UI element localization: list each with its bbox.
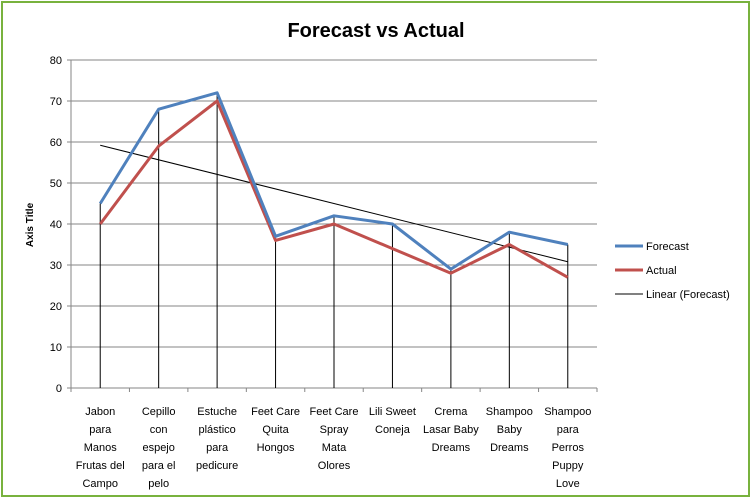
x-category-label: Frutas del xyxy=(76,460,125,472)
x-category-label: Love xyxy=(556,478,580,490)
chart-canvas: Forecast vs Actual Axis Title 0 10 20 30 40 5… xyxy=(25,20,730,490)
x-category-label: Lili Sweet xyxy=(369,406,416,418)
x-category-label: Shampoo xyxy=(544,406,591,418)
legend-label: Actual xyxy=(646,265,677,277)
x-category-label: Puppy xyxy=(552,460,584,472)
x-category-label: espejo xyxy=(142,442,174,454)
y-tick-label: 20 xyxy=(50,301,62,313)
legend: Forecast Actual Linear (Forecast) xyxy=(615,241,730,301)
x-category-label: Coneja xyxy=(375,424,411,436)
y-tick-label: 30 xyxy=(50,260,62,272)
x-category-label: Olores xyxy=(318,460,351,472)
drop-lines xyxy=(99,92,569,388)
trendline-layer xyxy=(100,144,568,263)
y-axis-title: Axis Title xyxy=(25,202,36,247)
series-line-forecast xyxy=(98,91,569,271)
legend-label: Forecast xyxy=(646,241,689,253)
y-tick-label: 60 xyxy=(50,137,62,149)
x-category-label: Estuche xyxy=(197,406,237,418)
x-category-label: Perros xyxy=(552,442,585,454)
x-category-label: Quita xyxy=(262,424,289,436)
y-tick-label: 10 xyxy=(50,342,62,354)
chart-title: Forecast vs Actual xyxy=(287,20,464,42)
x-category-label: Lasar Baby xyxy=(423,424,479,436)
x-category-label: Mata xyxy=(322,442,347,454)
series-layer xyxy=(98,91,569,279)
series-line-actual xyxy=(99,99,569,279)
x-category-label: para xyxy=(89,424,112,436)
x-category-label: Hongos xyxy=(257,442,295,454)
legend-label: Linear (Forecast) xyxy=(646,289,730,301)
x-category-label: Spray xyxy=(320,424,349,436)
x-category-label: Cepillo xyxy=(142,406,176,418)
trendline xyxy=(100,144,568,263)
x-category-label: Feet Care xyxy=(251,406,300,418)
x-category-label: Crema xyxy=(434,406,468,418)
x-category-label: con xyxy=(150,424,168,436)
x-category-label: Shampoo xyxy=(486,406,533,418)
x-category-labels: Jabon para Manos Frutas del Campo Cepillo con e… xyxy=(76,406,592,490)
x-category-label: Jabon xyxy=(85,406,115,418)
x-category-label: Feet Care xyxy=(310,406,359,418)
y-tick-label: 40 xyxy=(50,219,62,231)
y-tick-label: 80 xyxy=(50,55,62,67)
x-category-label: para el xyxy=(142,460,176,472)
x-category-label: pelo xyxy=(148,478,169,490)
x-category-label: pedicure xyxy=(196,460,238,472)
x-category-label: Baby xyxy=(497,424,523,436)
y-tick-label: 0 xyxy=(56,383,62,395)
y-tick-labels: 0 10 20 30 40 50 60 70 80 xyxy=(50,55,62,395)
x-category-label: Dreams xyxy=(432,442,471,454)
x-category-label: para xyxy=(557,424,580,436)
x-category-label: para xyxy=(206,442,229,454)
x-category-label: plástico xyxy=(198,424,235,436)
x-category-label: Dreams xyxy=(490,442,529,454)
x-category-label: Campo xyxy=(82,478,117,490)
x-category-label: Manos xyxy=(84,442,118,454)
y-tick-label: 50 xyxy=(50,178,62,190)
y-tick-label: 70 xyxy=(50,96,62,108)
